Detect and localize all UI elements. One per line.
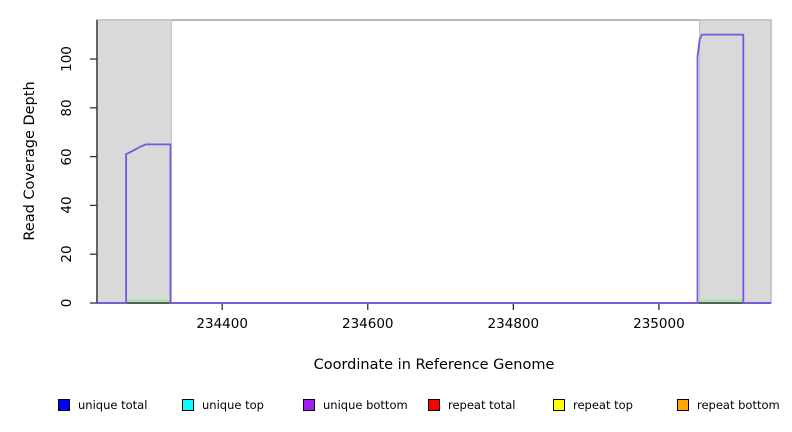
masked-region-0 xyxy=(96,19,172,304)
repeat-top-swatch-icon xyxy=(553,399,565,411)
y-tick-label: 80 xyxy=(59,99,75,117)
repeat-bottom-swatch-icon xyxy=(677,399,689,411)
legend-label: unique top xyxy=(202,398,264,412)
repeat-total-swatch-icon xyxy=(428,399,440,411)
x-tick-label: 234800 xyxy=(487,316,540,332)
unique-total-swatch-icon xyxy=(58,399,70,411)
legend-item-unique-top: unique top xyxy=(182,398,264,412)
unique-bottom-swatch-icon xyxy=(303,399,315,411)
legend: unique total unique top unique bottom re… xyxy=(0,398,792,420)
legend-item-unique-bottom: unique bottom xyxy=(303,398,408,412)
legend-label: repeat bottom xyxy=(697,398,780,412)
y-axis-title: Read Coverage Depth xyxy=(22,81,38,241)
legend-item-repeat-bottom: repeat bottom xyxy=(677,398,780,412)
x-tick-label: 234600 xyxy=(341,316,394,332)
legend-item-repeat-total: repeat total xyxy=(428,398,515,412)
x-tick-label: 234400 xyxy=(196,316,248,332)
legend-item-repeat-top: repeat top xyxy=(553,398,633,412)
y-tick-label: 40 xyxy=(59,196,75,214)
legend-label: repeat top xyxy=(573,398,633,412)
x-tick-label: 235000 xyxy=(633,316,685,332)
x-axis-title: Coordinate in Reference Genome xyxy=(313,357,555,373)
masked-region-1 xyxy=(699,19,772,304)
y-tick-label: 20 xyxy=(59,245,75,263)
unique-top-swatch-icon xyxy=(182,399,194,411)
legend-label: unique total xyxy=(78,398,148,412)
legend-label: repeat total xyxy=(448,398,516,412)
plot-box xyxy=(96,19,772,304)
legend-item-unique-total: unique total xyxy=(58,398,147,412)
y-tick-label: 0 xyxy=(59,298,75,308)
legend-label: unique bottom xyxy=(323,398,408,412)
coverage-line xyxy=(97,33,771,304)
y-tick-label: 100 xyxy=(59,46,75,72)
y-tick-label: 60 xyxy=(59,148,75,166)
